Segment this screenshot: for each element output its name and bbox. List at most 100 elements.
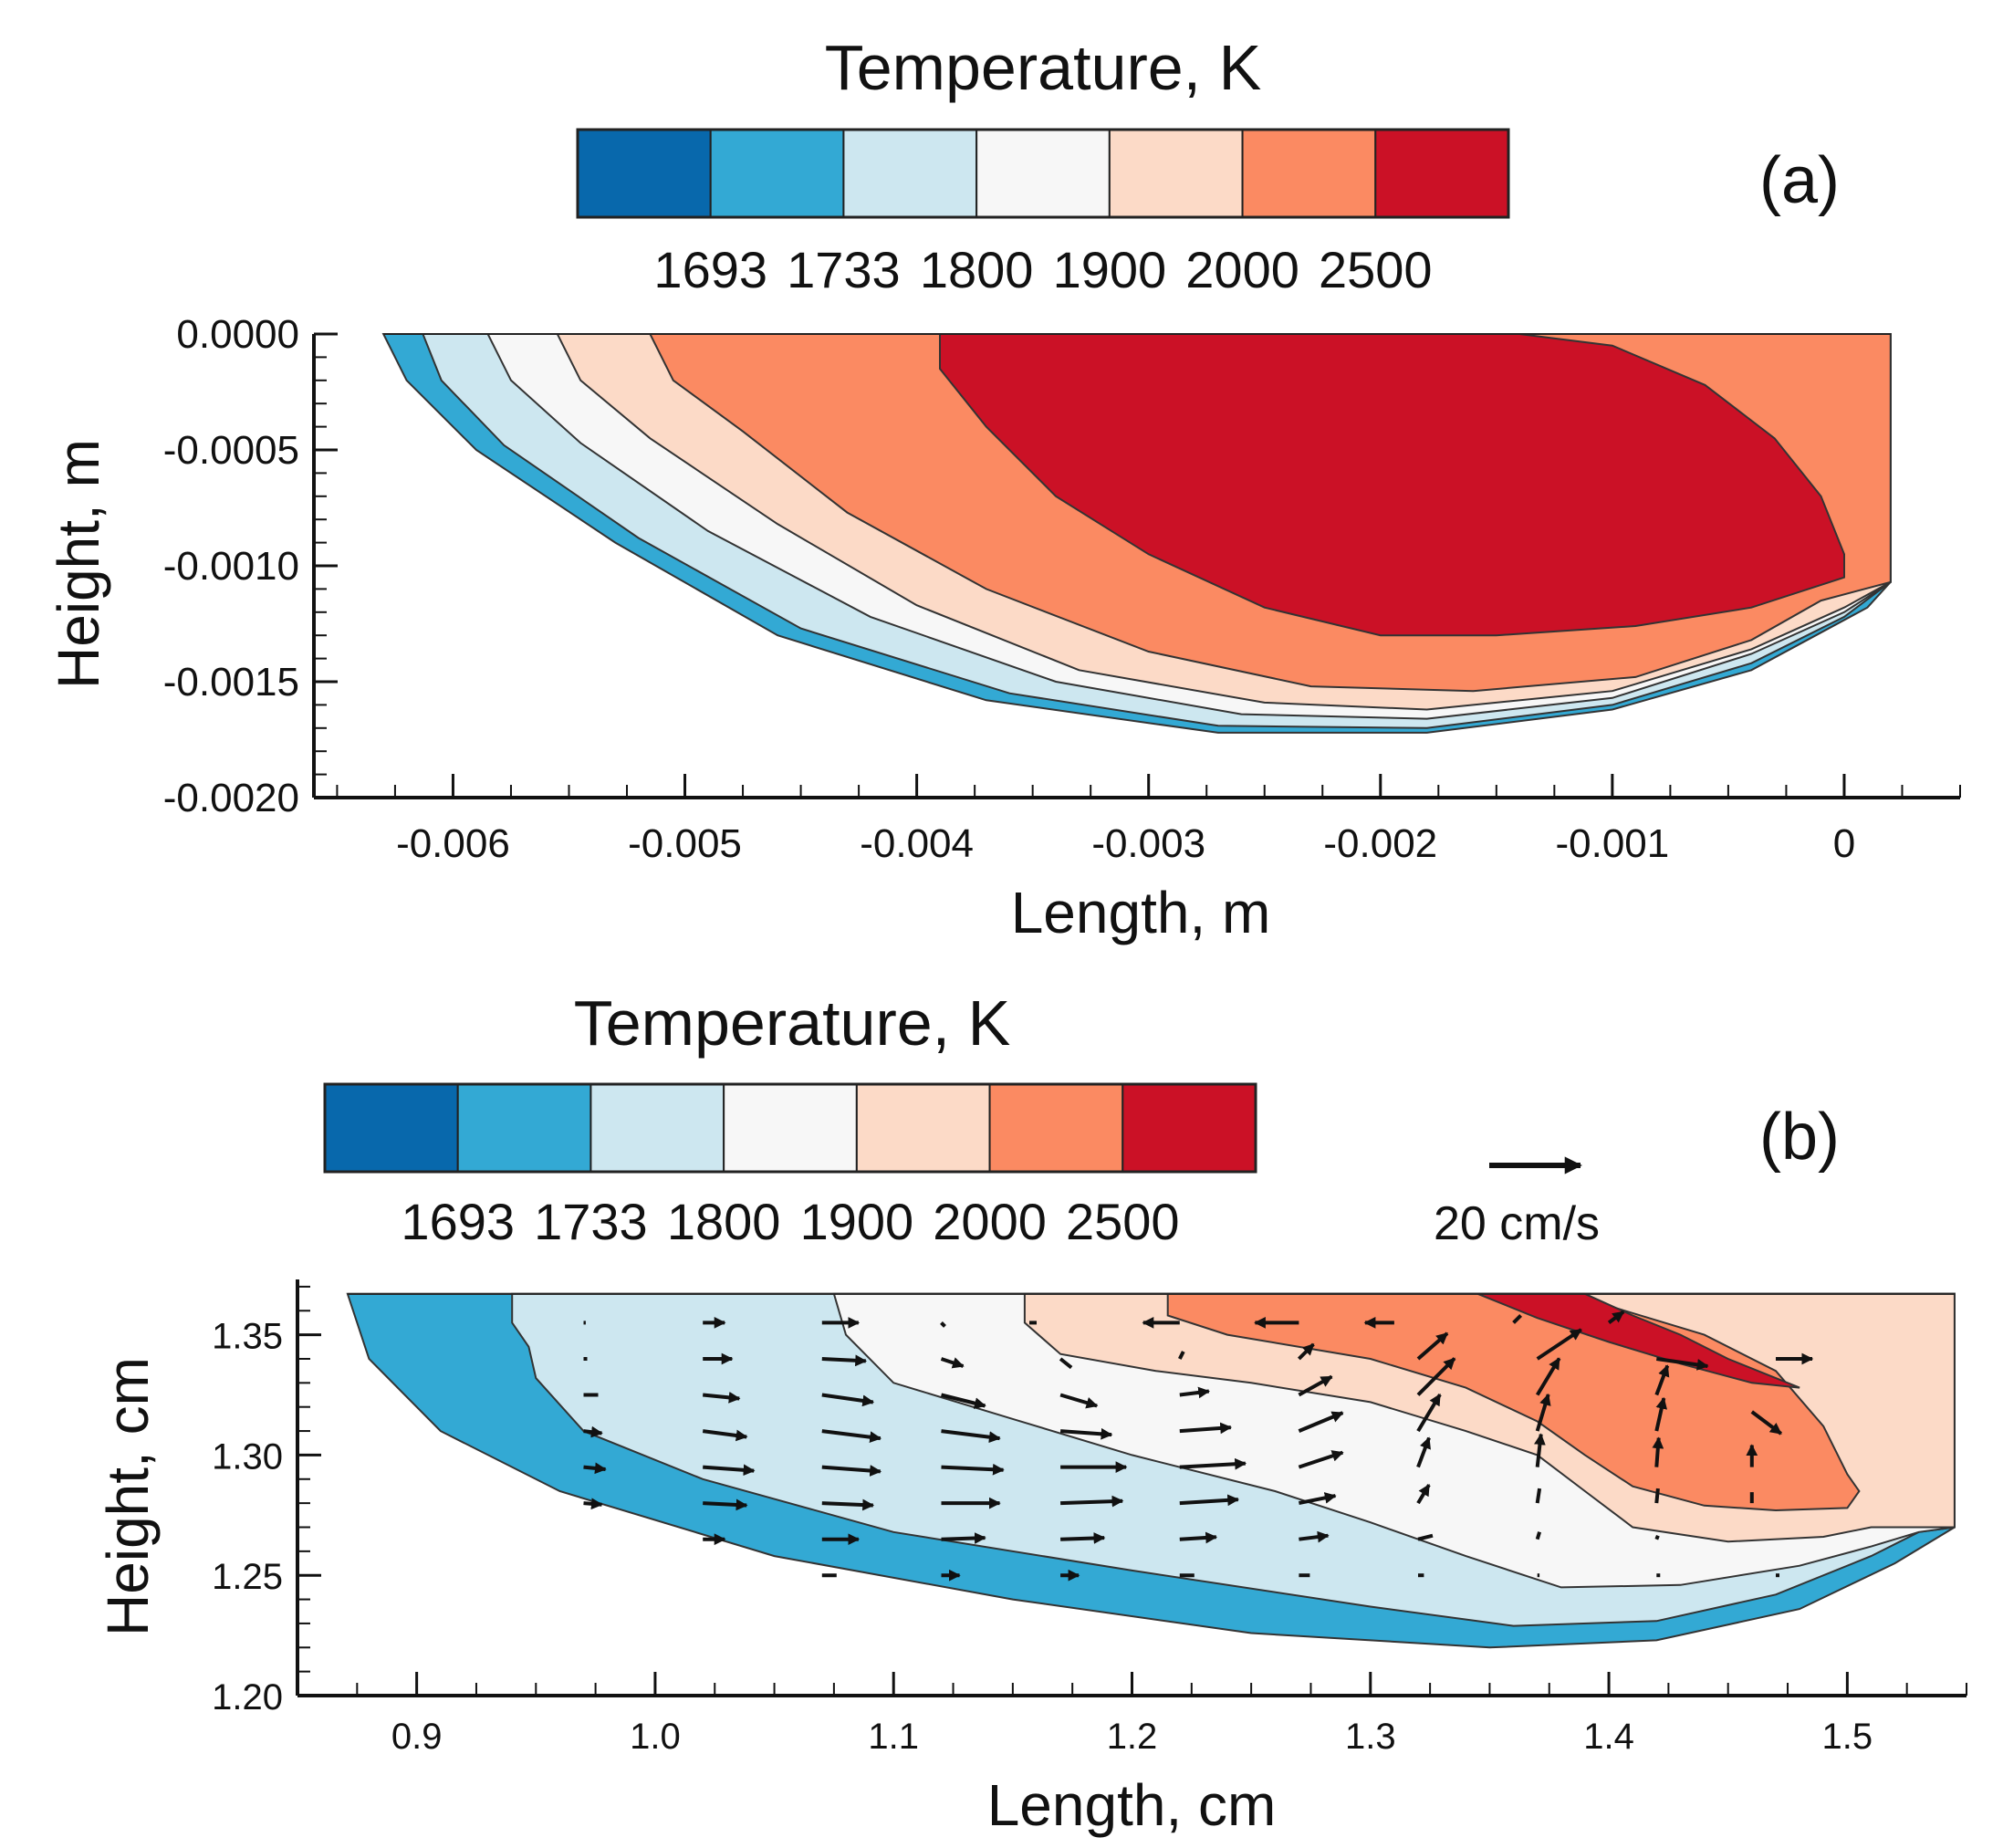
panel-b-label: (b) <box>1759 1101 1840 1174</box>
colorbar-frame <box>576 128 1510 219</box>
colorbar-tick-label: 1800 <box>920 241 1034 298</box>
x-axis-b-title: Length, cm <box>987 1772 1277 1838</box>
y-axis-b-title: Height, cm <box>95 1357 161 1636</box>
velocity-vector <box>1535 1357 1561 1396</box>
velocity-vector <box>1299 1530 1330 1543</box>
colorbar-tick-label: 2500 <box>1319 241 1433 298</box>
velocity-vector <box>821 1354 868 1367</box>
y-tick-label: -0.0015 <box>163 660 299 705</box>
colorbar-tick-label: 2000 <box>1185 241 1299 298</box>
velocity-vector <box>1654 1364 1670 1396</box>
colorbar-swatch <box>709 129 845 218</box>
velocity-vector <box>1534 1433 1546 1467</box>
colorbar-tick-label: 1693 <box>401 1193 515 1250</box>
velocity-vector <box>941 1393 986 1409</box>
x-tick-label: 1.1 <box>868 1717 919 1757</box>
colorbar-swatch <box>988 1083 1124 1173</box>
velocity-vector <box>1654 1534 1660 1540</box>
velocity-vector <box>1750 1410 1783 1436</box>
velocity-vector <box>1299 1492 1337 1506</box>
colorbar-tick-label: 1900 <box>800 1193 914 1250</box>
velocity-vector <box>1298 1374 1333 1397</box>
colorbar-a: 1693 1733 1800 1900 2000 2500 <box>576 128 1510 298</box>
velocity-vector <box>1298 1450 1344 1469</box>
contour-region <box>1477 1292 1800 1389</box>
colorbar-swatch <box>855 1083 991 1173</box>
velocity-vector <box>1298 1411 1344 1433</box>
x-tick-label: -0.003 <box>1091 821 1205 866</box>
contour-plot-b: 0.9 1.0 1.1 1.2 1.3 1.4 1.5 1.20 1.25 1.30 1.35 <box>212 1279 1967 1757</box>
panel-a-label: (a) <box>1759 144 1840 217</box>
contour-plot-a: -0.006 -0.005 -0.004 -0.003 -0.002 -0.001 00.0… <box>163 312 1961 866</box>
velocity-vector <box>1179 1386 1211 1399</box>
colorbar-b: 1693 1733 1800 1900 2000 2500 <box>323 1082 1257 1250</box>
colorbar-swatch <box>324 1083 459 1173</box>
colorbar-tick-label: 2500 <box>1066 1193 1180 1250</box>
velocity-vector <box>1535 1531 1542 1540</box>
colorbar-swatch <box>456 1083 592 1173</box>
panel-b: Temperature, K 1693 1733 1800 1900 2000 2500 … <box>95 987 1967 1838</box>
colorbar-swatch <box>577 129 712 218</box>
x-tick-label: 1.5 <box>1822 1717 1873 1757</box>
colorbar-swatch <box>1108 129 1244 218</box>
y-tick-label: 1.25 <box>212 1557 283 1597</box>
y-tick-label: -0.0020 <box>163 776 299 820</box>
velocity-vector <box>1535 1393 1551 1432</box>
x-tick-label: -0.006 <box>396 821 510 866</box>
velocity-vector <box>821 1465 882 1477</box>
colorbar-swatch <box>1374 129 1510 218</box>
velocity-vector <box>821 1393 875 1407</box>
velocity-vector <box>703 1391 741 1404</box>
x-tick-label: -0.004 <box>860 821 974 866</box>
velocity-vector <box>1416 1484 1431 1505</box>
velocity-vector <box>703 1464 756 1477</box>
x-tick-label: 1.2 <box>1107 1717 1158 1757</box>
velocity-vector <box>1607 1310 1625 1325</box>
x-axis-a-title: Length, m <box>1011 880 1271 945</box>
velocity-vector <box>1512 1313 1523 1324</box>
colorbar-tick-label: 1693 <box>653 241 767 298</box>
colorbar-swatch <box>975 129 1111 218</box>
x-tick-label: -0.001 <box>1555 821 1669 866</box>
y-tick-label: -0.0005 <box>163 428 299 473</box>
velocity-vector <box>1179 1422 1233 1435</box>
velocity-vector <box>1416 1436 1431 1468</box>
velocity-vector <box>1060 1495 1124 1508</box>
velocity-vector <box>1654 1396 1668 1432</box>
colorbar-b-title: Temperature, K <box>574 987 1011 1059</box>
velocity-vector <box>1179 1531 1218 1544</box>
velocity-vector <box>1060 1532 1106 1544</box>
colorbar-tick-label: 1800 <box>667 1193 781 1250</box>
velocity-vector <box>941 1463 1005 1476</box>
colorbar-tick-label: 2000 <box>933 1193 1047 1250</box>
velocity-vector <box>583 1462 607 1475</box>
velocity-vector <box>1179 1457 1247 1470</box>
velocity-vector <box>1059 1357 1073 1370</box>
x-tick-label: 0.9 <box>391 1717 443 1757</box>
velocity-vector <box>1059 1427 1113 1440</box>
velocity-vector <box>941 1532 986 1544</box>
colorbar-swatch <box>842 129 978 218</box>
velocity-vector <box>703 1498 748 1511</box>
velocity-vector <box>941 1429 1001 1444</box>
velocity-vector <box>821 1429 882 1444</box>
velocity-vector <box>821 1498 875 1511</box>
x-tick-label: -0.002 <box>1323 821 1437 866</box>
velocity-vector <box>1535 1488 1542 1504</box>
colorbar-swatch <box>1121 1083 1257 1173</box>
velocity-vector <box>1656 1357 1709 1371</box>
x-tick-label: 1.0 <box>630 1717 681 1757</box>
velocity-vector <box>1059 1393 1099 1409</box>
colorbar-tick-label: 1733 <box>787 241 901 298</box>
contour-region <box>939 333 1845 637</box>
panel-a: Temperature, K 1693 1733 1800 1900 2000 2500 … <box>46 32 1961 945</box>
velocity-vector <box>940 1357 965 1369</box>
velocity-vector <box>702 1429 748 1442</box>
velocity-vector <box>1417 1533 1434 1541</box>
vector-scale-label: 20 cm/s <box>1434 1197 1600 1250</box>
y-tick-label: 1.30 <box>212 1436 283 1477</box>
velocity-vector <box>1416 1357 1456 1396</box>
colorbar-tick-label: 1900 <box>1053 241 1167 298</box>
velocity-vector <box>1297 1342 1315 1361</box>
